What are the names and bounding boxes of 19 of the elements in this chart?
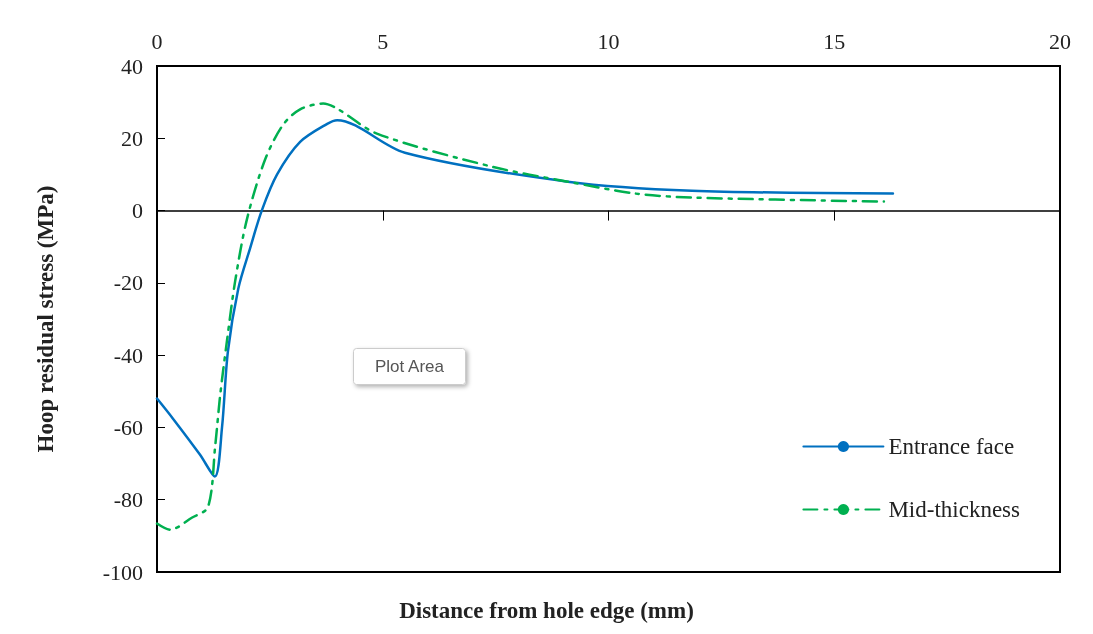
- legend-label: Mid-thickness: [888, 497, 1021, 522]
- annotation: Plot Area: [375, 357, 445, 376]
- x-tick-label: 5: [377, 28, 389, 54]
- y-tick-label: 20: [121, 125, 143, 151]
- x-tick-label: 15: [823, 28, 846, 54]
- y-tick-label: 0: [132, 198, 143, 224]
- y-tick-label: -60: [113, 414, 143, 440]
- y-tick-label: -20: [113, 270, 143, 296]
- y-axis-title: Hoop residual stress (MPa): [33, 185, 58, 453]
- x-tick-label: 0: [151, 28, 163, 54]
- x-axis-title: Distance from hole edge (mm): [399, 598, 694, 623]
- y-tick-label: -80: [113, 487, 143, 513]
- y-tick-label: -100: [102, 559, 143, 585]
- y-tick-label: 40: [121, 53, 143, 79]
- legend-label: Entrance face: [888, 434, 1015, 459]
- line-series: [155, 102, 886, 531]
- y-tick-label: -40: [113, 342, 143, 368]
- x-tick-label: 10: [597, 28, 620, 54]
- x-tick-label: 20: [1049, 28, 1071, 54]
